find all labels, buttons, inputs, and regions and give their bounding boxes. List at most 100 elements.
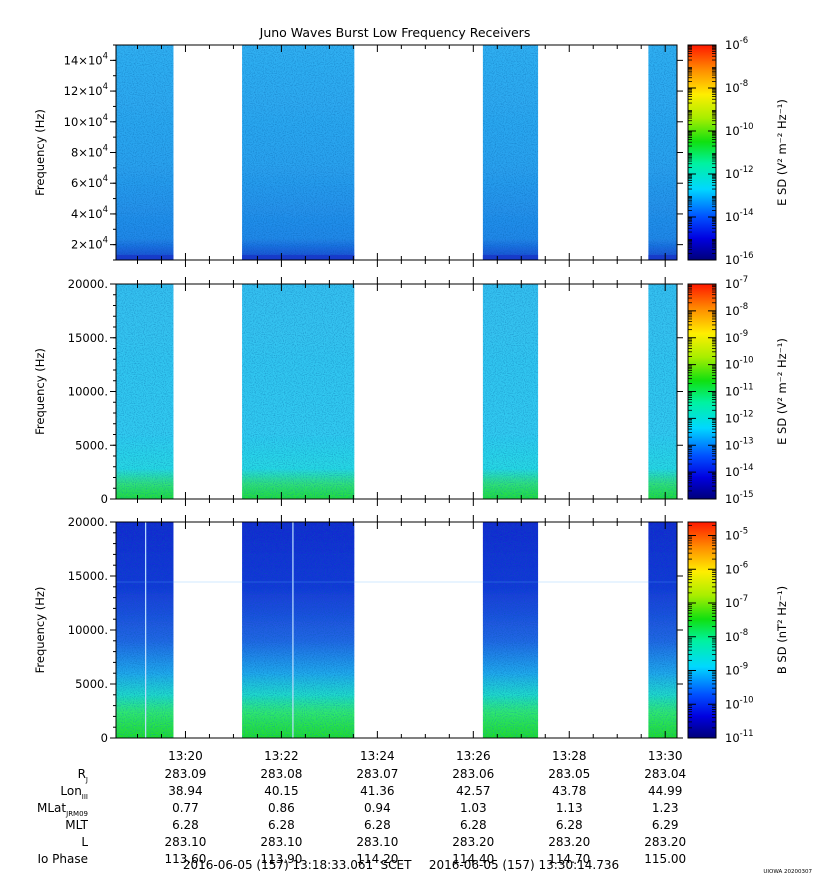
ephemeris-value: 114.40: [452, 852, 494, 866]
footer-start-time: 2016-06-05 (157) 13:18:33.061: [183, 858, 373, 872]
ephemeris-label: Io Phase: [37, 852, 88, 866]
data-block-1: [116, 284, 174, 499]
ephemeris-value: 38.94: [168, 784, 202, 798]
ephemeris-value: 283.05: [548, 767, 590, 781]
y-tick-label: 10000.: [68, 623, 108, 637]
colorbar-tick-label: 10-10: [725, 356, 754, 372]
low-band-4: [648, 255, 677, 260]
x-tick-label: 13:22: [264, 749, 299, 763]
data-block-1: [116, 45, 174, 260]
data-block-3: [482, 522, 539, 738]
panel-frame: [115, 283, 678, 500]
ephemeris-value: 6.28: [364, 818, 391, 832]
colorbar-tick-label: 10-7: [725, 594, 748, 610]
colorbar-tick-label: 10-5: [725, 527, 748, 543]
y-tick-label: 15000.: [68, 331, 108, 345]
y-axis-label: Frequency (Hz): [33, 348, 47, 435]
data-block-2: [242, 45, 355, 260]
data-block-4: [648, 284, 677, 499]
y-tick-label: 5000.: [75, 438, 108, 452]
ephemeris-label: LonIII: [60, 784, 88, 801]
ephemeris-value: 0.94: [364, 801, 391, 815]
y-axis-label: Frequency (Hz): [33, 109, 47, 196]
ephemeris-value: 283.04: [644, 767, 686, 781]
y-axis-label: Frequency (Hz): [33, 587, 47, 674]
footer-scet-label: SCET: [381, 858, 413, 872]
ephemeris-value: 283.20: [644, 835, 686, 849]
ephemeris-label: RJ: [78, 767, 88, 784]
ephemeris-value: 114.20: [356, 852, 398, 866]
y-tick-label: 0: [101, 731, 108, 745]
ephemeris-value: 283.20: [452, 835, 494, 849]
ephemeris-value: 283.20: [548, 835, 590, 849]
colorbar: [687, 44, 717, 261]
colorbar-tick-label: 10-8: [725, 302, 748, 318]
y-tick-label: 10000.: [68, 385, 108, 399]
colorbar-tick-label: 10-8: [725, 79, 748, 95]
colorbar-tick-label: 10-13: [725, 436, 754, 452]
y-tick-label: 0: [101, 492, 108, 506]
colorbar-tick-label: 10-10: [725, 695, 754, 711]
spectrogram-panel-2: 0 5000. 10000. 15000. 20000. Frequency (Hz) 10…: [33, 275, 789, 522]
x-tick-label: 13:30: [648, 749, 683, 763]
colorbar-tick-label: 10-6: [725, 36, 748, 52]
colorbar-label: E SD (V² m⁻² Hz⁻¹): [775, 99, 789, 206]
colorbar-tick-label: 10-6: [725, 560, 748, 576]
y-tick-label: 4×104: [71, 205, 108, 221]
low-band-1: [116, 255, 174, 260]
panels: 2×104 4×104 6×104 8×104 10×104 12×104 14×104 Fr…: [33, 36, 789, 745]
spectrogram-panel-3: 0 5000. 10000. 15000. 20000. Frequency (Hz) 10…: [33, 515, 789, 745]
data-block-2: [242, 284, 355, 499]
data-block-3: [482, 284, 539, 499]
colorbar-tick-label: 10-16: [725, 251, 754, 267]
y-tick-label: 14×104: [64, 51, 108, 67]
ephemeris-value: 114.70: [548, 852, 590, 866]
ephemeris-value: 1.13: [556, 801, 583, 815]
y-tick-label: 10×104: [64, 113, 108, 129]
colorbar-tick-label: 10-11: [725, 383, 754, 399]
data-block-3: [482, 45, 539, 260]
ephemeris-value: 0.86: [268, 801, 295, 815]
ephemeris-value: 115.00: [644, 852, 686, 866]
colorbar-tick-label: 10-8: [725, 628, 748, 644]
colorbar-tick-label: 10-12: [725, 165, 754, 181]
colorbar-tick-label: 10-7: [725, 275, 748, 291]
ephemeris-value: 283.10: [356, 835, 398, 849]
footer-end-time: 2016-06-05 (157) 13:30:14.736: [429, 858, 619, 872]
ephemeris-value: 40.15: [264, 784, 298, 798]
ephemeris-table: 13:20 13:22 13:24 13:26 13:28 13:30 RJ 283.09 28…: [37, 749, 686, 866]
ephemeris-value: 1.23: [652, 801, 679, 815]
ephemeris-value: 44.99: [648, 784, 682, 798]
colorbar-label: E SD (V² m⁻² Hz⁻¹): [775, 338, 789, 445]
ephemeris-value: 283.09: [164, 767, 206, 781]
ephemeris-value: 43.78: [552, 784, 586, 798]
y-tick-label: 15000.: [68, 569, 108, 583]
y-tick-label: 6×104: [71, 174, 108, 190]
x-tick-label: 13:20: [168, 749, 203, 763]
colorbar-tick-label: 10-10: [725, 122, 754, 138]
ephemeris-value: 6.28: [556, 818, 583, 832]
ephemeris-value: 6.28: [268, 818, 295, 832]
data-block-2: [242, 522, 355, 738]
ephemeris-value: 6.28: [460, 818, 487, 832]
ephemeris-value: 6.29: [652, 818, 679, 832]
colorbar-tick-label: 10-14: [725, 208, 754, 224]
low-band-2: [242, 255, 355, 260]
y-tick-label: 8×104: [71, 144, 108, 160]
ephemeris-value: 113.60: [164, 852, 206, 866]
colorbar-tick-label: 10-14: [725, 463, 754, 479]
panel-frame: [115, 521, 678, 739]
spectrogram-panel-1: 2×104 4×104 6×104 8×104 10×104 12×104 14×104 Fr…: [33, 36, 789, 284]
y-tick-label: 2×104: [71, 236, 108, 252]
ephemeris-value: 283.06: [452, 767, 494, 781]
colorbar: [687, 521, 717, 739]
y-tick-label: 20000.: [68, 277, 108, 291]
colorbar-tick-label: 10-9: [725, 329, 748, 345]
colorbar-tick-label: 10-9: [725, 662, 748, 678]
ephemeris-label: MLatJRM09: [37, 801, 88, 818]
ephemeris-value: 1.03: [460, 801, 487, 815]
y-tick-label: 5000.: [75, 677, 108, 691]
ephemeris-value: 113.90: [260, 852, 302, 866]
ephemeris-value: 283.10: [260, 835, 302, 849]
